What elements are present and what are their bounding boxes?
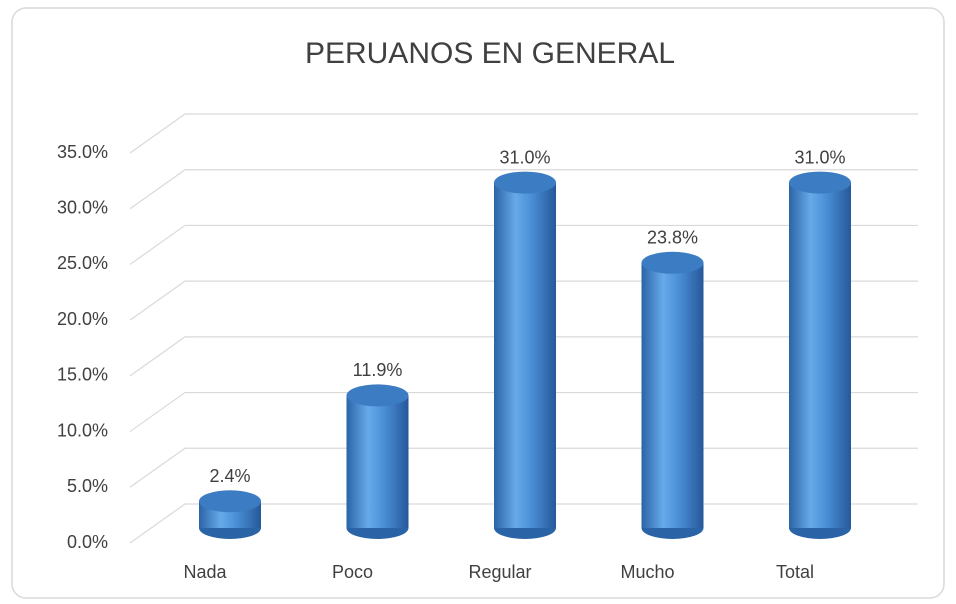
y-tick-label: 15.0% xyxy=(57,365,108,385)
x-tick-label: Total xyxy=(776,562,814,582)
bars: 2.4% 11.9% 31.0% 23.8% 31.0% xyxy=(199,147,851,539)
bar-top xyxy=(494,171,556,194)
y-tick-label: 0.0% xyxy=(67,532,108,552)
data-label: 23.8% xyxy=(647,228,698,248)
bar xyxy=(494,182,556,529)
data-label: 31.0% xyxy=(794,147,845,167)
grid xyxy=(129,113,918,544)
y-tick-label: 25.0% xyxy=(57,253,108,273)
data-label: 2.4% xyxy=(209,466,250,486)
y-tick-label: 35.0% xyxy=(57,142,108,162)
x-tick-label: Nada xyxy=(183,562,227,582)
bar-top xyxy=(641,251,704,274)
y-tick-label: 20.0% xyxy=(57,309,108,329)
grid-line xyxy=(129,169,918,210)
y-tick-label: 5.0% xyxy=(67,476,108,496)
data-label: 11.9% xyxy=(353,360,403,380)
bar xyxy=(346,395,409,528)
bar-top xyxy=(199,490,261,513)
chart-title: PERUANOS EN GENERAL xyxy=(305,37,675,70)
bar xyxy=(641,262,704,528)
bar-top xyxy=(346,384,409,407)
y-tick-label: 10.0% xyxy=(57,420,108,440)
x-tick-label: Mucho xyxy=(620,562,674,582)
x-tick-label: Regular xyxy=(468,562,531,582)
x-tick-label: Poco xyxy=(332,562,373,582)
bar-top xyxy=(789,171,851,194)
chart-border xyxy=(11,7,945,599)
bar xyxy=(789,182,851,529)
grid-line xyxy=(129,224,918,265)
y-tick-label: 30.0% xyxy=(57,197,108,217)
grid-line xyxy=(129,113,918,154)
data-label: 31.0% xyxy=(499,147,550,167)
